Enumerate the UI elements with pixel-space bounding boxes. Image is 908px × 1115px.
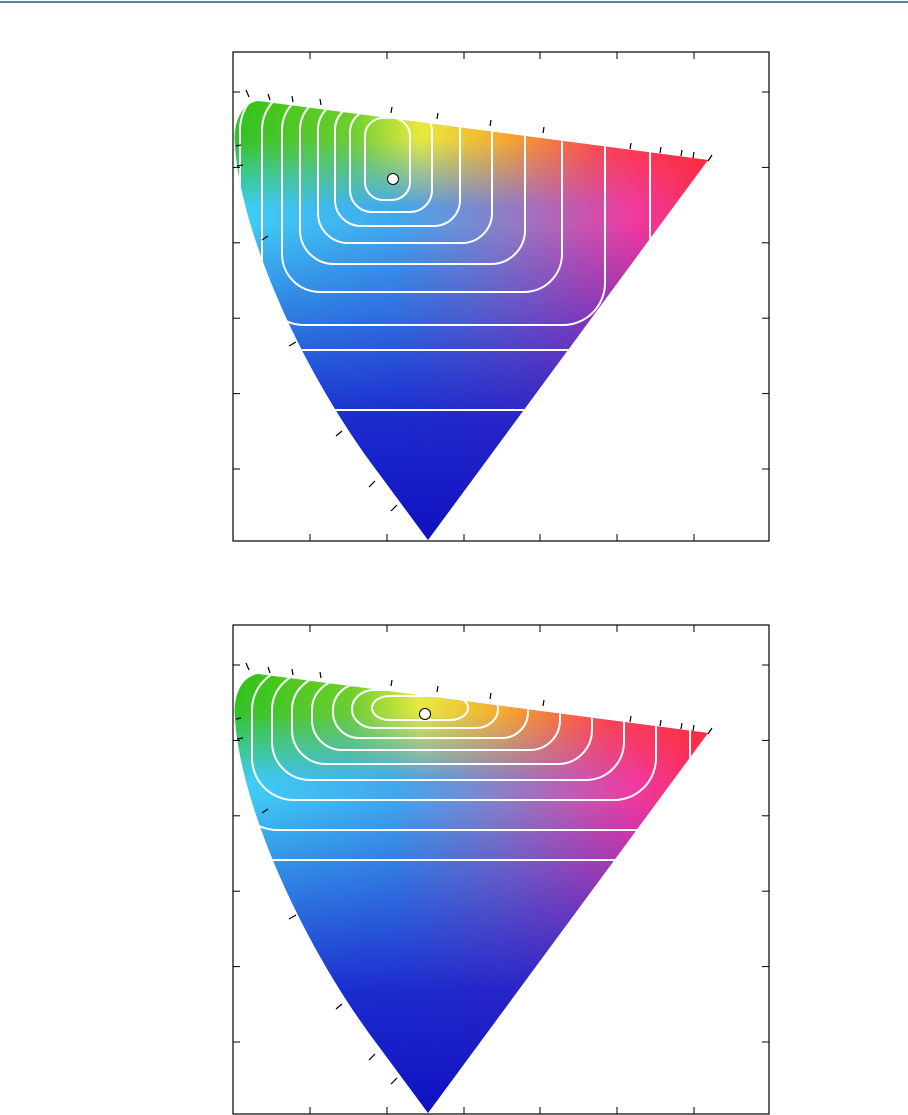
panel (232, 624, 770, 1115)
locus-tick (629, 142, 632, 150)
locus-tick (245, 89, 250, 98)
locus-tick (261, 808, 269, 814)
locus-tick (390, 679, 393, 687)
marker (387, 173, 399, 185)
locus-tick (659, 146, 662, 154)
locus-tick (261, 235, 269, 241)
locus-tick (659, 719, 662, 727)
gamut (234, 674, 708, 1113)
contour (371, 695, 469, 721)
locus-tick (680, 149, 683, 157)
locus-tick (390, 1077, 398, 1085)
locus-tick (235, 717, 242, 720)
locus-tick (542, 126, 545, 134)
locus-tick (335, 430, 343, 437)
contour (251, 674, 657, 801)
locus-tick (692, 151, 695, 159)
locus-tick (267, 666, 271, 674)
locus-tick (319, 671, 322, 679)
locus-tick (436, 112, 439, 120)
locus-tick (680, 722, 683, 730)
locus-tick (236, 164, 244, 167)
locus-tick (335, 1003, 343, 1010)
contour (364, 117, 411, 201)
marker (419, 708, 431, 720)
contour (299, 101, 526, 265)
locus-tick (267, 93, 271, 101)
frame (232, 624, 770, 1115)
locus-tick (629, 715, 632, 723)
contour (271, 674, 625, 781)
contour (317, 101, 493, 244)
locus-tick (692, 724, 695, 732)
locus-tick (291, 668, 294, 676)
locus-tick (288, 914, 297, 920)
locus-tick (319, 98, 322, 106)
contour (281, 101, 563, 293)
locus-tick (542, 699, 545, 707)
locus-tick (489, 692, 492, 700)
gamut (234, 101, 708, 540)
locus-tick (707, 727, 713, 735)
locus-tick (291, 95, 294, 103)
locus-tick (489, 119, 492, 127)
locus-tick (436, 685, 439, 693)
locus-tick (390, 504, 398, 512)
panel (232, 51, 770, 542)
locus-tick (235, 144, 242, 147)
frame (232, 51, 770, 542)
locus-tick (236, 737, 244, 740)
locus-tick (368, 1053, 376, 1061)
contour (261, 101, 606, 326)
locus-tick (288, 341, 297, 347)
locus-tick (707, 154, 713, 162)
contour (234, 101, 708, 411)
contour (234, 674, 708, 861)
gamut-top (234, 101, 708, 540)
contour (234, 674, 691, 831)
locus-tick (390, 106, 393, 114)
locus-tick (245, 662, 250, 671)
locus-tick (368, 480, 376, 488)
